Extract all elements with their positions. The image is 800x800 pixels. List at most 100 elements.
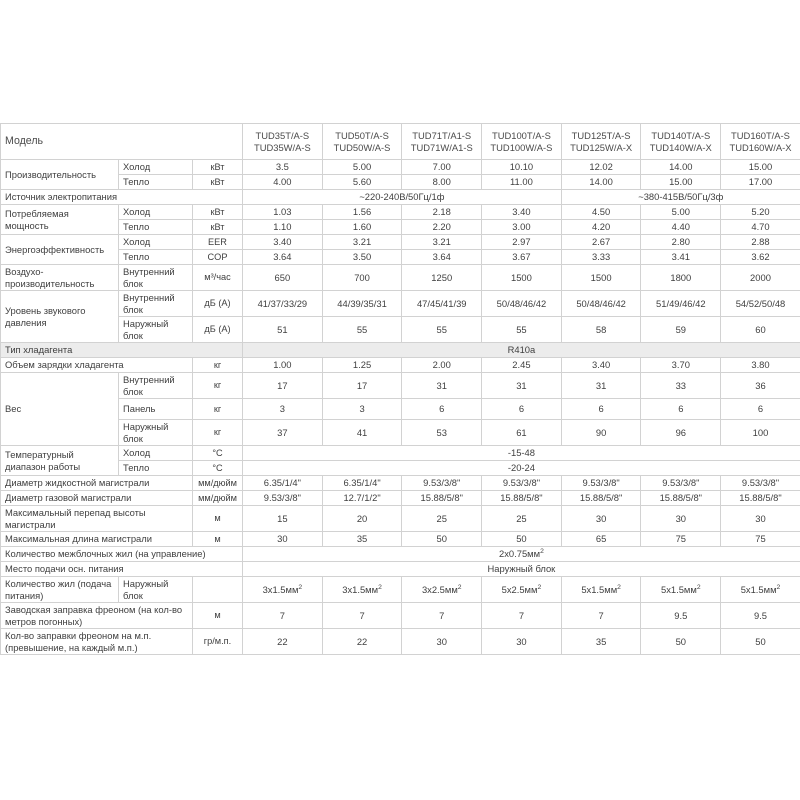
cell-value: 36 (720, 372, 800, 399)
sub-label-outdoor-unit: Наружный блок (118, 316, 193, 343)
cell-value: 3.67 (481, 249, 562, 265)
cell-value: 12.02 (560, 159, 642, 175)
value-superscript: 2 (457, 583, 462, 591)
model-column-1: TUD50T/A-S TUD50W/A-S (321, 123, 403, 160)
model-name-line2: TUD50W/A-S (333, 141, 391, 153)
cell-value: 4.50 (560, 204, 642, 220)
cell-value: 1.10 (242, 219, 323, 235)
model-column-4: TUD125T/A-S TUD125W/A-X (560, 123, 642, 160)
cell-value: 35 (321, 531, 403, 547)
cell-value: 1500 (481, 264, 562, 291)
cell-value: 6.35/1/4" (242, 475, 323, 491)
cell-value: 3.40 (242, 234, 323, 250)
sub-label-heat: Тепло (118, 174, 193, 190)
table-row-weight-indoor: Вес Внутренний блок кг 17 17 31 31 31 33… (0, 372, 800, 446)
cell-value: 3.80 (720, 357, 800, 373)
row-label-line1: Температурный (5, 449, 74, 461)
row-label-line2: магистрали (5, 518, 56, 530)
cell-value: 55 (401, 316, 483, 343)
cell-value: 17 (321, 372, 403, 399)
table-row-extra-charge: Кол-во заправки фреоном на м.п. (превыше… (0, 628, 800, 655)
cell-value: 3.00 (481, 219, 562, 235)
sub-label-indoor-unit: Внутренний блок (118, 264, 193, 291)
sub-label-heat: Тепло (118, 249, 193, 265)
cell-value: 1.60 (321, 219, 403, 235)
row-label-airflow: Воздухо- производительность (0, 264, 119, 291)
cell-value: 44/39/35/31 (321, 290, 403, 317)
table-row-efficiency-heat: Тепло COP 3.64 3.50 3.64 3.67 3.33 3.41 … (1, 249, 800, 265)
cell-value: 30 (720, 505, 800, 532)
cell-value: 90 (560, 419, 642, 446)
table-row-temp-range-cold: Температурный диапазон работы Холод °С -… (0, 445, 800, 476)
table-row-capacity-cold: Производительность Холод кВт 3.5 5.00 7.… (0, 159, 800, 190)
unit-cell: кг (191, 372, 244, 399)
cell-value: 3x1.5мм2 (321, 576, 403, 603)
table-row-airflow: Воздухо- производительность Внутренний б… (0, 264, 800, 291)
cell-value: 25 (401, 505, 483, 532)
cell-value: 1.00 (242, 357, 323, 373)
sub-label-indoor-unit: Внутренний блок (118, 290, 193, 317)
unit-cell: мм/дюйм (191, 475, 244, 491)
cell-value: 5.00 (640, 204, 722, 220)
cell-value: 31 (401, 372, 483, 399)
cell-value: 3.21 (321, 234, 403, 250)
cell-value: 9.5 (640, 602, 722, 629)
row-label-line2: производительность (5, 277, 95, 289)
sub-label-cold: Холод (118, 159, 193, 175)
model-name-line2: TUD100W/A-S (490, 141, 553, 153)
model-name-line1: TUD160T/A-S (731, 130, 790, 142)
cell-value: 9.53/3/8" (401, 475, 483, 491)
cell-value: 5x1.5мм2 (560, 576, 642, 603)
cell-value: 9.53/3/8" (640, 475, 722, 491)
cell-value: 53 (401, 419, 483, 446)
cell-value: 7.00 (401, 159, 483, 175)
cell-value: 2.88 (720, 234, 800, 250)
unit-cell: кВт (191, 204, 244, 220)
cell-value: 3.64 (242, 249, 323, 265)
cell-value: 5.20 (720, 204, 800, 220)
model-column-5: TUD140T/A-S TUD140W/A-X (640, 123, 722, 160)
unit-cell: мм/дюйм (191, 490, 244, 506)
value-text: 5x1.5мм (661, 583, 697, 595)
cell-value: 30 (401, 628, 483, 655)
cell-value: 30 (242, 531, 323, 547)
cell-value: 58 (560, 316, 642, 343)
cell-value: 65 (560, 531, 642, 547)
cell-value: 51 (242, 316, 323, 343)
row-label-line1: Воздухо- (5, 266, 44, 278)
row-label-line2: метров погонных) (5, 615, 83, 627)
model-column-0: TUD35T/A-S TUD35W/A-S (242, 123, 323, 160)
cell-value: 96 (640, 419, 722, 446)
table-row-power-supply: Источник электропитания ~220-240В/50Гц/1… (0, 189, 800, 205)
table-row-noise-indoor: Уровень звукового давления Внутренний бл… (0, 290, 800, 343)
row-label-liquid-pipe: Диаметр жидкостной магистрали (0, 475, 193, 491)
table-row-refrigerant-type: Тип хладагента R410a (0, 342, 800, 358)
cell-value: 6 (481, 398, 562, 420)
cell-value: 15.88/5/8" (720, 490, 800, 506)
cell-value: 9.53/3/8" (560, 475, 642, 491)
sub-label-heat: Тепло (118, 219, 193, 235)
row-label-line1: Уровень звукового (5, 305, 86, 317)
cell-value: 6 (640, 398, 722, 420)
value-text: 3x1.5мм (342, 583, 379, 595)
table-row-power-feed-point: Место подачи осн. питания Наружный блок (0, 561, 800, 577)
row-label-wire-count: Количество жил (подача питания) (0, 576, 119, 603)
cell-value: 2.67 (560, 234, 642, 250)
cell-value: 15.88/5/8" (481, 490, 562, 506)
cell-value: 7 (401, 602, 483, 629)
unit-cell: кВт (191, 219, 244, 235)
row-label-max-height: Максимальный перепад высоты магистрали (0, 505, 193, 532)
cell-value: 14.00 (640, 159, 722, 175)
cell-value: 15.00 (720, 159, 800, 175)
value-superscript: 2 (378, 583, 382, 591)
cell-value: 50 (481, 531, 562, 547)
cell-value: 9.53/3/8" (720, 475, 800, 491)
temp-range-heat-value: -20-24 (242, 460, 800, 476)
cell-value: 22 (242, 628, 323, 655)
unit-cell: м³/час (191, 264, 244, 291)
unit-cell: кг (191, 419, 244, 446)
model-name-line2: TUD140W/A-X (649, 141, 712, 153)
cell-value: 3x2.5мм2 (401, 576, 483, 603)
cell-value: 2000 (720, 264, 800, 291)
unit-cell: °С (191, 445, 244, 461)
